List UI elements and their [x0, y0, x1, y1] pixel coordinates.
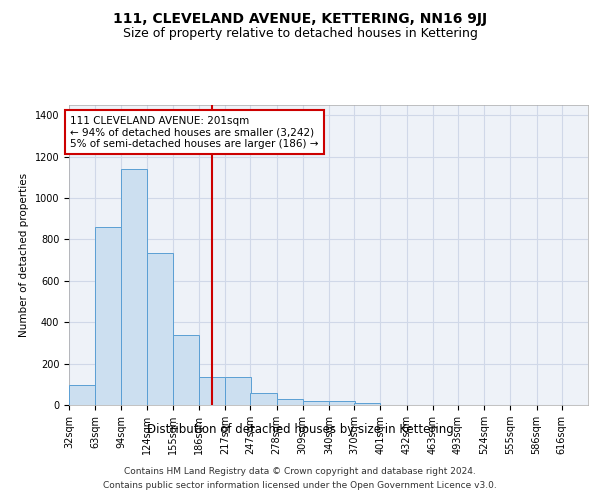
Bar — [146, 253, 173, 405]
Text: Contains public sector information licensed under the Open Government Licence v3: Contains public sector information licen… — [103, 481, 497, 490]
Text: 111, CLEVELAND AVENUE, KETTERING, NN16 9JJ: 111, CLEVELAND AVENUE, KETTERING, NN16 9… — [113, 12, 487, 26]
Bar — [69, 385, 95, 405]
Text: Contains HM Land Registry data © Crown copyright and database right 2024.: Contains HM Land Registry data © Crown c… — [124, 468, 476, 476]
Bar — [329, 402, 355, 405]
Text: Distribution of detached houses by size in Kettering: Distribution of detached houses by size … — [146, 422, 454, 436]
Bar — [303, 401, 329, 405]
Bar — [225, 377, 251, 405]
Bar — [277, 400, 303, 405]
Bar — [121, 168, 148, 405]
Bar — [173, 334, 199, 405]
Y-axis label: Number of detached properties: Number of detached properties — [19, 173, 29, 337]
Text: 111 CLEVELAND AVENUE: 201sqm
← 94% of detached houses are smaller (3,242)
5% of : 111 CLEVELAND AVENUE: 201sqm ← 94% of de… — [70, 116, 319, 148]
Text: Size of property relative to detached houses in Kettering: Size of property relative to detached ho… — [122, 28, 478, 40]
Bar — [95, 228, 121, 405]
Bar — [354, 403, 380, 405]
Bar — [199, 377, 225, 405]
Bar — [250, 392, 277, 405]
